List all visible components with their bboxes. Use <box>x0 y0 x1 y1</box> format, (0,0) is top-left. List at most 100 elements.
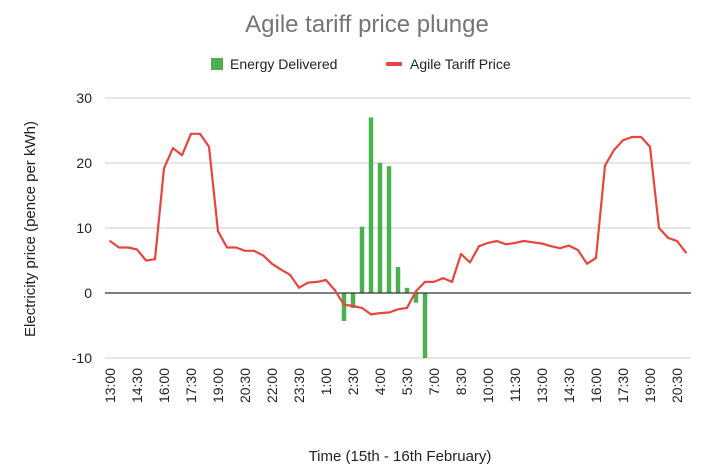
price-point <box>181 154 183 157</box>
energy-bar <box>350 293 356 308</box>
x-tick-label: 19:00 <box>642 368 658 403</box>
price-point <box>262 254 264 257</box>
x-tick-label: 13:00 <box>534 368 550 403</box>
x-tick-label: 4:00 <box>372 368 388 395</box>
price-point <box>298 286 300 289</box>
x-tick-label: 5:30 <box>399 368 415 395</box>
price-point <box>361 307 363 309</box>
energy-bar <box>404 287 410 293</box>
energy-bars <box>341 117 428 358</box>
x-tick-label: 13:00 <box>102 368 118 403</box>
price-point <box>325 279 327 281</box>
price-point <box>442 277 444 279</box>
price-point <box>388 311 390 314</box>
x-tick-label: 8:30 <box>453 368 469 395</box>
y-tick-label: 0 <box>84 285 92 301</box>
x-tick-label: 11:30 <box>507 368 523 402</box>
price-point <box>658 227 660 229</box>
legend-label-price: Agile Tariff Price <box>410 56 511 72</box>
x-tick-label: 16:00 <box>588 368 604 403</box>
energy-bar <box>386 166 392 293</box>
energy-bar <box>395 267 401 293</box>
price-point <box>433 281 435 283</box>
price-point <box>514 242 516 244</box>
price-point <box>334 289 336 292</box>
price-point <box>577 249 579 252</box>
price-point <box>415 290 417 292</box>
x-tick-label: 2:30 <box>345 368 361 395</box>
legend-label-energy: Energy Delivered <box>230 56 337 72</box>
price-point <box>127 246 129 249</box>
x-tick-label: 14:30 <box>129 368 145 403</box>
chart-title: Agile tariff price plunge <box>245 11 489 38</box>
price-point <box>631 136 633 138</box>
energy-bar <box>359 226 365 293</box>
y-tick-label: 20 <box>76 155 92 171</box>
price-point <box>343 303 345 306</box>
price-point <box>172 147 174 149</box>
price-point <box>235 246 237 249</box>
price-point <box>595 257 597 259</box>
legend-swatch-energy <box>211 58 223 70</box>
gridlines <box>105 97 691 359</box>
price-point <box>451 281 453 283</box>
price-point <box>586 262 588 265</box>
price-point <box>541 242 543 245</box>
price-point <box>253 249 255 252</box>
x-tick-labels: 13:00 14:30 16:00 17:30 19:00 20:30 22:00 23:30… <box>102 368 685 403</box>
x-axis-title: Time (15th - 16th February) <box>309 448 492 465</box>
price-point <box>478 245 480 248</box>
y-tick-label: -10 <box>72 350 92 366</box>
legend: Energy Delivered Agile Tariff Price <box>211 56 511 72</box>
energy-bar <box>413 293 419 303</box>
price-point <box>289 273 291 276</box>
price-point <box>208 145 210 148</box>
price-point <box>271 262 273 265</box>
price-point <box>460 253 462 255</box>
price-point <box>109 240 111 242</box>
price-point <box>613 149 615 151</box>
x-tick-label: 16:00 <box>156 368 172 403</box>
price-point <box>469 261 471 264</box>
price-point <box>559 247 561 250</box>
energy-bar <box>368 117 374 293</box>
price-point <box>352 305 354 307</box>
price-line-group <box>109 132 687 316</box>
price-point <box>244 249 246 252</box>
price-point <box>280 268 282 271</box>
x-tick-label: 22:00 <box>264 368 280 403</box>
price-point <box>523 240 525 242</box>
price-point <box>316 281 318 283</box>
y-tick-labels: 30 20 10 0 -10 <box>72 90 92 366</box>
y-axis-title: Electricity price (pence per kWh) <box>22 121 39 337</box>
energy-bar <box>377 163 383 293</box>
price-point <box>145 259 147 262</box>
price-point <box>649 145 651 148</box>
x-tick-label: 20:30 <box>669 368 685 403</box>
price-point <box>424 281 426 283</box>
y-tick-label: 30 <box>76 90 92 106</box>
price-point <box>550 245 552 248</box>
price-point <box>379 312 381 315</box>
price-point <box>487 242 489 244</box>
x-tick-label: 17:30 <box>183 368 199 403</box>
price-point <box>676 240 678 242</box>
price-point <box>568 244 570 247</box>
price-point <box>307 281 309 284</box>
energy-bar <box>341 293 347 321</box>
x-tick-label: 20:30 <box>237 368 253 403</box>
x-tick-label: 19:00 <box>210 368 226 403</box>
price-point <box>505 243 507 246</box>
price-point <box>406 307 408 309</box>
x-tick-label: 14:30 <box>561 368 577 403</box>
price-point <box>604 164 606 167</box>
x-tick-label: 7:00 <box>426 368 442 395</box>
price-point <box>685 251 687 254</box>
price-point <box>532 241 534 244</box>
price-point <box>667 236 669 239</box>
x-tick-label: 10:00 <box>480 368 496 403</box>
legend-swatch-price <box>386 62 402 66</box>
x-tick-label: 17:30 <box>615 368 631 403</box>
price-point <box>226 246 228 249</box>
